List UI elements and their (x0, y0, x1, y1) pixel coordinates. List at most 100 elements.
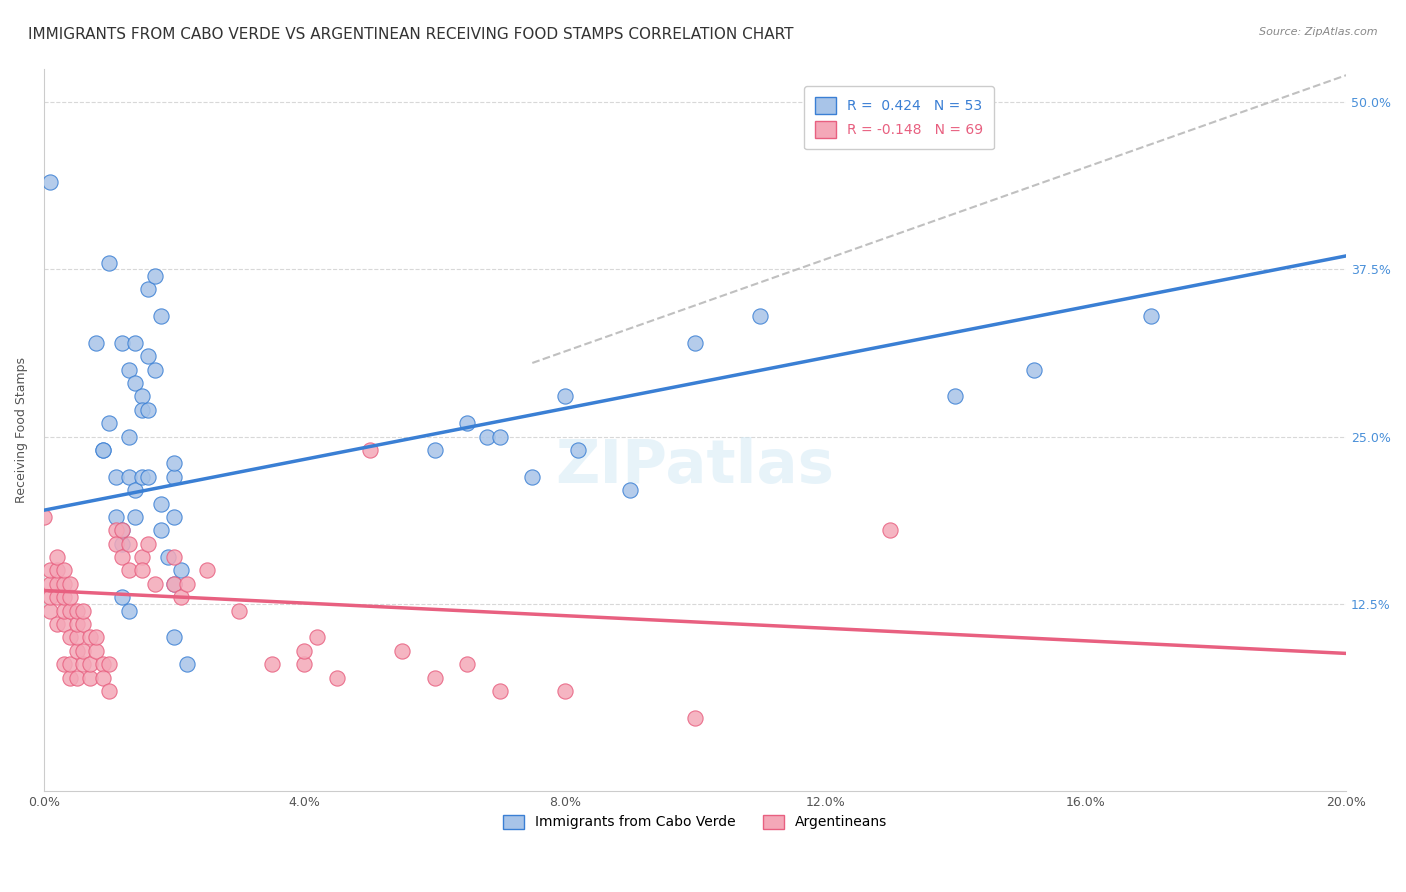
Point (456, 657, 478, 672)
Point (65, 604, 87, 618)
Point (150, 496, 173, 510)
Point (84, 644, 107, 658)
Point (39, 604, 62, 618)
Point (52, 604, 75, 618)
Point (111, 591, 134, 605)
Point (619, 483, 641, 497)
Point (52, 617, 75, 632)
Text: IMMIGRANTS FROM CABO VERDE VS ARGENTINEAN RECEIVING FOOD STAMPS CORRELATION CHAR: IMMIGRANTS FROM CABO VERDE VS ARGENTINEA… (28, 27, 793, 42)
Point (170, 563, 193, 577)
Point (91, 442, 114, 457)
Point (117, 604, 139, 618)
Point (72, 657, 94, 672)
Point (39, 563, 62, 577)
Point (124, 376, 146, 390)
Point (131, 549, 153, 564)
Point (683, 711, 706, 725)
Point (163, 631, 186, 645)
Point (79, 671, 101, 685)
Point (59, 631, 82, 645)
Point (163, 576, 186, 591)
Point (326, 671, 349, 685)
Point (79, 631, 101, 645)
Point (52, 563, 75, 577)
Point (104, 509, 127, 524)
Point (294, 644, 316, 658)
Point (65, 644, 87, 658)
Point (98, 657, 121, 672)
Point (136, 349, 159, 363)
Point (32, 509, 55, 524)
Point (554, 389, 576, 403)
Point (72, 617, 94, 632)
Point (46, 617, 69, 632)
Point (163, 469, 186, 483)
Point (136, 282, 159, 296)
Point (59, 591, 82, 605)
Point (39, 591, 62, 605)
Text: ZIPatlas: ZIPatlas (555, 436, 835, 496)
Point (150, 523, 173, 537)
Point (260, 657, 283, 672)
Point (91, 671, 114, 685)
Point (131, 469, 153, 483)
Point (39, 175, 62, 189)
Point (117, 362, 139, 376)
Point (1022, 362, 1045, 376)
Point (170, 591, 193, 605)
Point (65, 617, 87, 632)
Point (46, 591, 69, 605)
Point (52, 657, 75, 672)
Point (456, 416, 478, 430)
Point (163, 509, 186, 524)
Point (104, 536, 127, 550)
Point (59, 671, 82, 685)
Point (131, 402, 153, 417)
Point (522, 469, 544, 483)
Point (475, 429, 498, 443)
Point (131, 563, 153, 577)
Point (84, 631, 107, 645)
Point (136, 536, 159, 550)
Y-axis label: Receiving Food Stamps: Receiving Food Stamps (15, 357, 28, 503)
Point (136, 402, 159, 417)
Point (554, 684, 576, 698)
Point (72, 604, 94, 618)
Point (104, 523, 127, 537)
Point (117, 536, 139, 550)
Text: Source: ZipAtlas.com: Source: ZipAtlas.com (1260, 27, 1378, 37)
Point (39, 576, 62, 591)
Point (46, 563, 69, 577)
Point (65, 631, 87, 645)
Point (111, 523, 134, 537)
Point (117, 469, 139, 483)
Point (156, 549, 179, 564)
Point (150, 309, 173, 323)
Point (163, 549, 186, 564)
Point (91, 442, 114, 457)
Point (423, 442, 446, 457)
Point (117, 429, 139, 443)
Point (124, 509, 146, 524)
Point (488, 684, 510, 698)
Point (228, 604, 250, 618)
Point (945, 389, 967, 403)
Point (91, 657, 114, 672)
Point (72, 644, 94, 658)
Point (423, 671, 446, 685)
Point (111, 536, 134, 550)
Point (391, 644, 413, 658)
Point (567, 442, 589, 457)
Point (136, 469, 159, 483)
Point (294, 657, 316, 672)
Point (52, 591, 75, 605)
Point (84, 335, 107, 350)
Point (1140, 309, 1163, 323)
Point (59, 604, 82, 618)
Point (98, 255, 121, 269)
Point (124, 335, 146, 350)
Point (111, 523, 134, 537)
Point (488, 429, 510, 443)
Point (98, 684, 121, 698)
Point (98, 416, 121, 430)
